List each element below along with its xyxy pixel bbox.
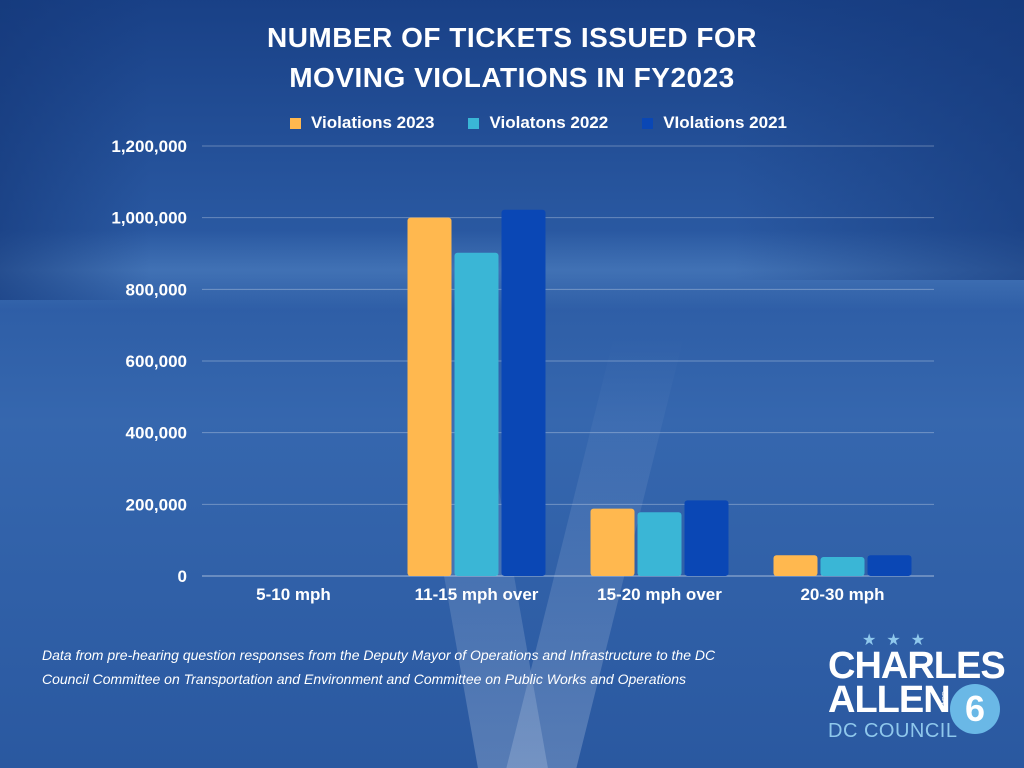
bar-4-1 xyxy=(773,555,818,576)
logo-ward-label: WARD xyxy=(942,690,950,713)
x-tick-label-2: 11-15 mph over xyxy=(415,585,539,604)
chart-title-line-1: NUMBER OF TICKETS ISSUED FOR xyxy=(266,22,757,53)
bar-2-3 xyxy=(501,209,546,577)
y-tick-label-5: 1,000,000 xyxy=(111,209,187,228)
building-right xyxy=(734,0,1024,280)
legend-item-2023: Violations 2023 xyxy=(290,113,434,133)
legend-item-2022: Violatons 2022 xyxy=(468,113,608,133)
logo-ward-badge: 6 xyxy=(950,684,1000,734)
legend-label-2023: Violations 2023 xyxy=(311,113,435,132)
chart-title: NUMBER OF TICKETS ISSUED FOR MOVING VIOL… xyxy=(0,18,1024,98)
bar-3-1 xyxy=(590,508,635,576)
legend-swatch-2023 xyxy=(290,117,301,129)
logo-stars: ★★★ xyxy=(862,632,936,649)
legend-item-2021: VIolations 2021 xyxy=(642,113,787,133)
bar-3-3 xyxy=(684,500,729,576)
y-tick-label-2: 400,000 xyxy=(126,424,187,443)
logo-name-line-1: CHARLES xyxy=(828,645,1006,687)
legend-swatch-2021 xyxy=(642,117,654,129)
bar-4-3 xyxy=(867,555,912,576)
data-source-footnote: Data from pre-hearing question responses… xyxy=(42,647,716,687)
bar-2-2 xyxy=(454,252,499,577)
legend-swatch-2022 xyxy=(468,117,480,129)
chart-title-line-2: MOVING VIOLATIONS IN FY2023 xyxy=(289,62,735,93)
y-tick-label-1: 200,000 xyxy=(126,495,187,514)
chart-legend: Violations 2023 Violatons 2022 VIolation… xyxy=(290,112,821,134)
x-tick-label-4: 20-30 mph xyxy=(800,585,884,604)
y-tick-label-0: 0 xyxy=(178,567,187,586)
logo-name-line-2: ALLEN xyxy=(828,679,951,721)
bar-4-2 xyxy=(820,557,865,576)
logo-council-text: DC COUNCIL xyxy=(828,720,958,742)
legend-label-2022: Violatons 2022 xyxy=(489,113,609,132)
x-tick-label-3: 15-20 mph over xyxy=(597,585,722,604)
charles-allen-logo: ★★★ CHARLES ALLEN WARD 6 DC COUNCIL xyxy=(822,630,1006,750)
legend-label-2021: VIolations 2021 xyxy=(663,113,787,132)
y-tick-label-6: 1,200,000 xyxy=(111,137,187,156)
y-tick-label-3: 600,000 xyxy=(126,352,187,371)
building-left xyxy=(0,0,150,300)
x-tick-label-1: 5-10 mph xyxy=(256,585,331,604)
bar-3-2 xyxy=(637,512,682,576)
y-tick-label-4: 800,000 xyxy=(126,280,187,299)
bar-2-1 xyxy=(407,217,452,576)
